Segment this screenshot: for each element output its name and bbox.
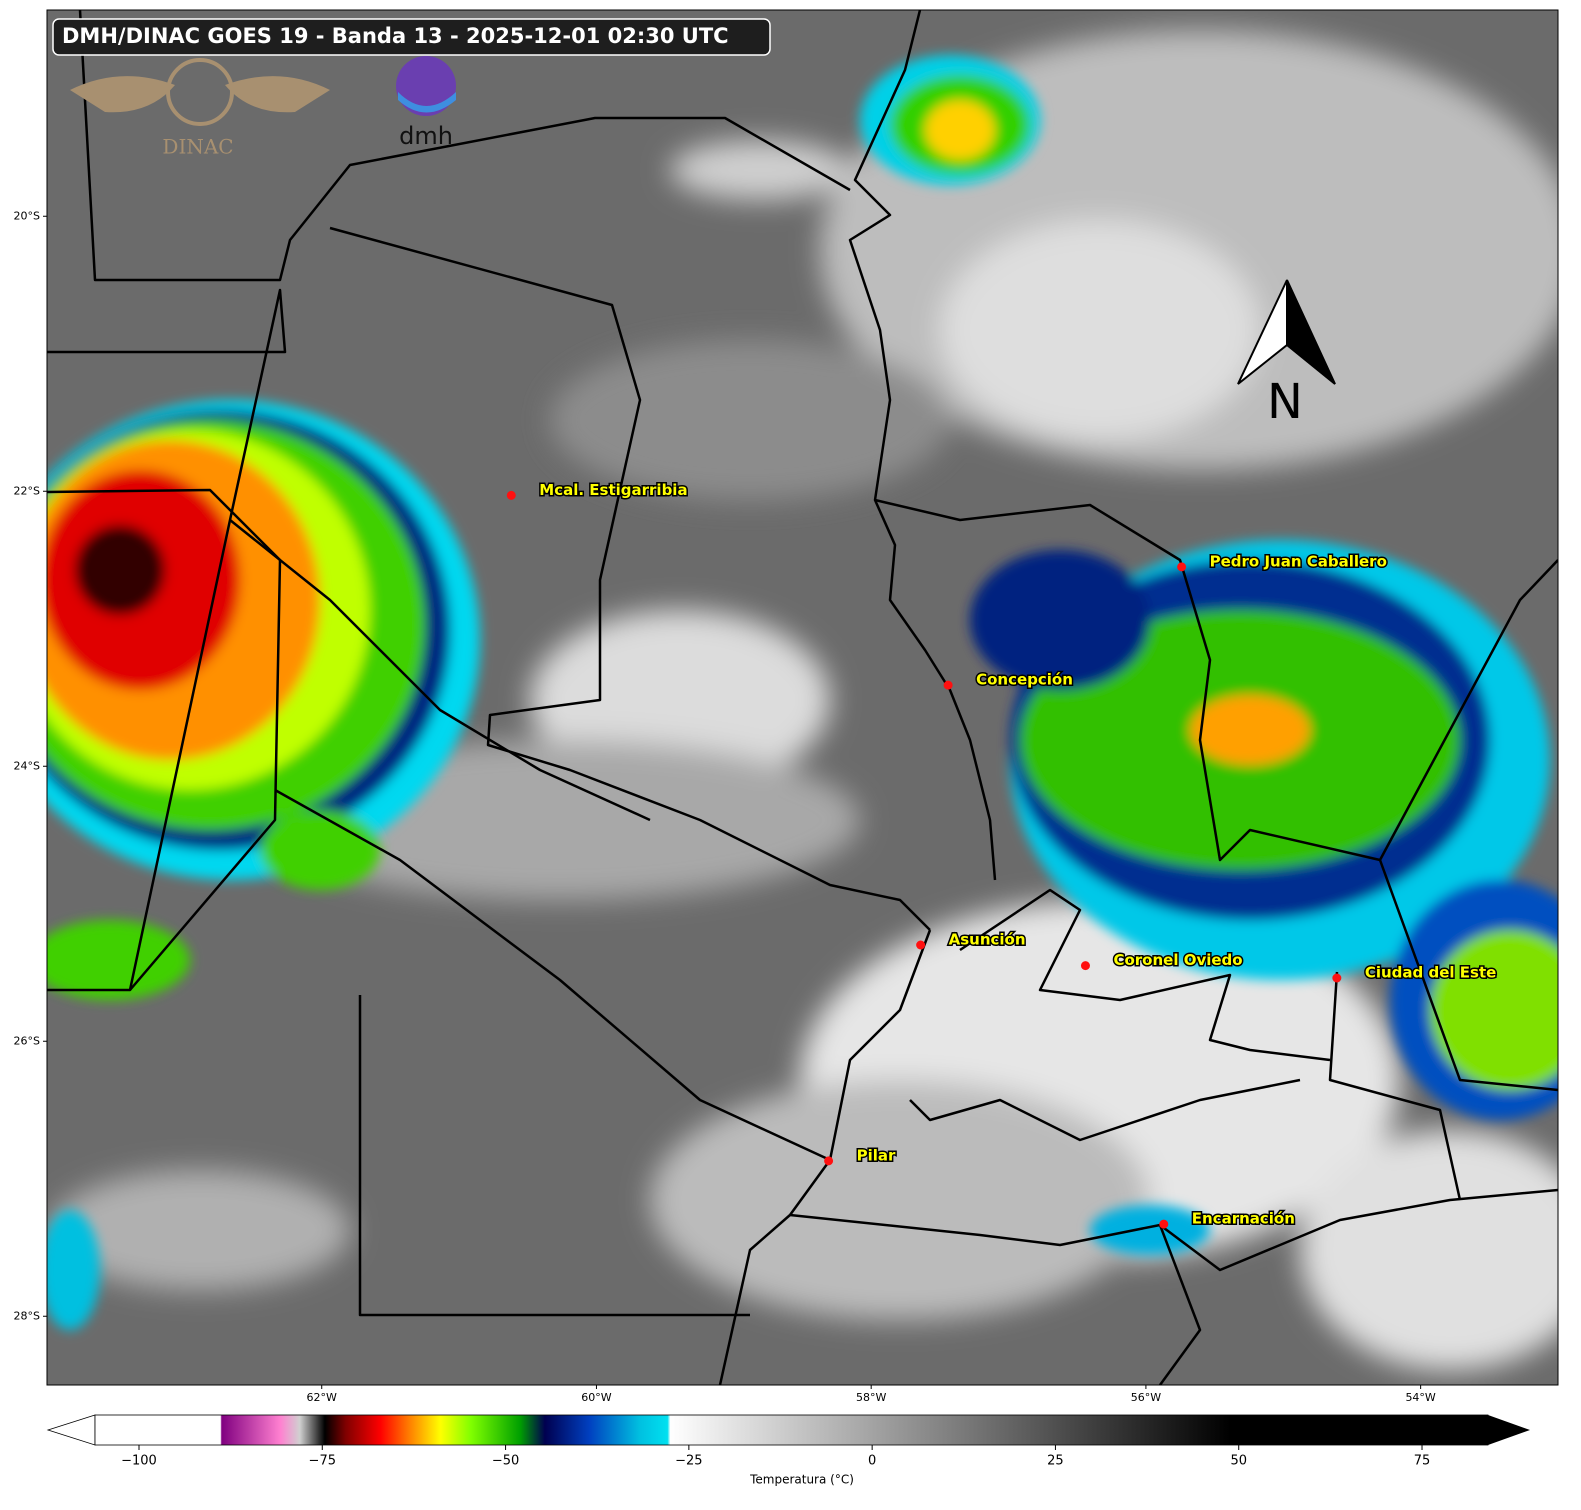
colorbar: Temperatura (°C) −100 −75 −50 −25 0 25 50 75 xyxy=(46,1414,1530,1487)
map-layer: 62°W 60°W 58°W 56°W 54°W 20°S 22°S 24°S 26°S 28°S… xyxy=(14,209,1498,1404)
colorbar-tick-label: 0 xyxy=(868,1454,876,1469)
dmh-logo: dmh xyxy=(396,56,456,150)
map-frame xyxy=(46,9,1559,1386)
city-label: Pilar xyxy=(857,1146,896,1164)
dinac-text: DINAC xyxy=(162,135,233,159)
y-tick-label: 26°S xyxy=(14,1034,40,1047)
north-label: N xyxy=(1267,374,1303,430)
city-marker xyxy=(916,940,926,950)
city-label: Asunción xyxy=(949,931,1026,949)
y-tick-label: 22°S xyxy=(14,484,40,497)
x-tick-label: 54°W xyxy=(1405,1391,1435,1404)
north-arrow: N xyxy=(1237,279,1336,430)
colorbar-tick-label: 50 xyxy=(1230,1454,1247,1469)
city-marker xyxy=(506,490,516,500)
city-label: Encarnación xyxy=(1192,1210,1295,1228)
colorbar-tick-label: −50 xyxy=(492,1454,519,1469)
y-tick-label: 20°S xyxy=(14,209,40,222)
colorbar-tick-label: −75 xyxy=(309,1454,336,1469)
title-box xyxy=(52,18,771,56)
x-tick-label: 62°W xyxy=(307,1391,337,1404)
x-tick-label: 58°W xyxy=(856,1391,886,1404)
colorbar-label: Temperatura (°C) xyxy=(749,1473,854,1487)
satellite-image xyxy=(47,10,1558,1385)
colorbar-tick-label: 25 xyxy=(1047,1454,1064,1469)
colorbar-tick-label: 75 xyxy=(1414,1454,1431,1469)
city-marker xyxy=(824,1156,834,1166)
city-marker xyxy=(1332,973,1342,983)
title: DMH/DINAC GOES 19 - Banda 13 - 2025-12-0… xyxy=(62,24,729,48)
y-tick-label: 24°S xyxy=(14,759,40,772)
city-label: Coronel Oviedo xyxy=(1113,951,1242,969)
city-label: Ciudad del Este xyxy=(1365,964,1496,982)
colorbar-tick-label: −100 xyxy=(121,1454,157,1469)
city-marker xyxy=(1177,562,1187,572)
dinac-logo: DINAC xyxy=(70,58,330,159)
city-label: Mcal. Estigarribia xyxy=(539,481,687,499)
x-tick-label: 60°W xyxy=(581,1391,611,1404)
city-marker xyxy=(1080,961,1090,971)
colorbar-tick-label: −25 xyxy=(675,1454,702,1469)
dmh-text: dmh xyxy=(399,122,453,150)
city-marker xyxy=(943,680,953,690)
city-label: Concepción xyxy=(976,671,1073,689)
y-tick-label: 28°S xyxy=(14,1309,40,1322)
borders xyxy=(47,10,1558,1385)
x-tick-label: 56°W xyxy=(1131,1391,1161,1404)
city-marker xyxy=(1159,1219,1169,1229)
city-label: Pedro Juan Caballero xyxy=(1210,552,1387,570)
